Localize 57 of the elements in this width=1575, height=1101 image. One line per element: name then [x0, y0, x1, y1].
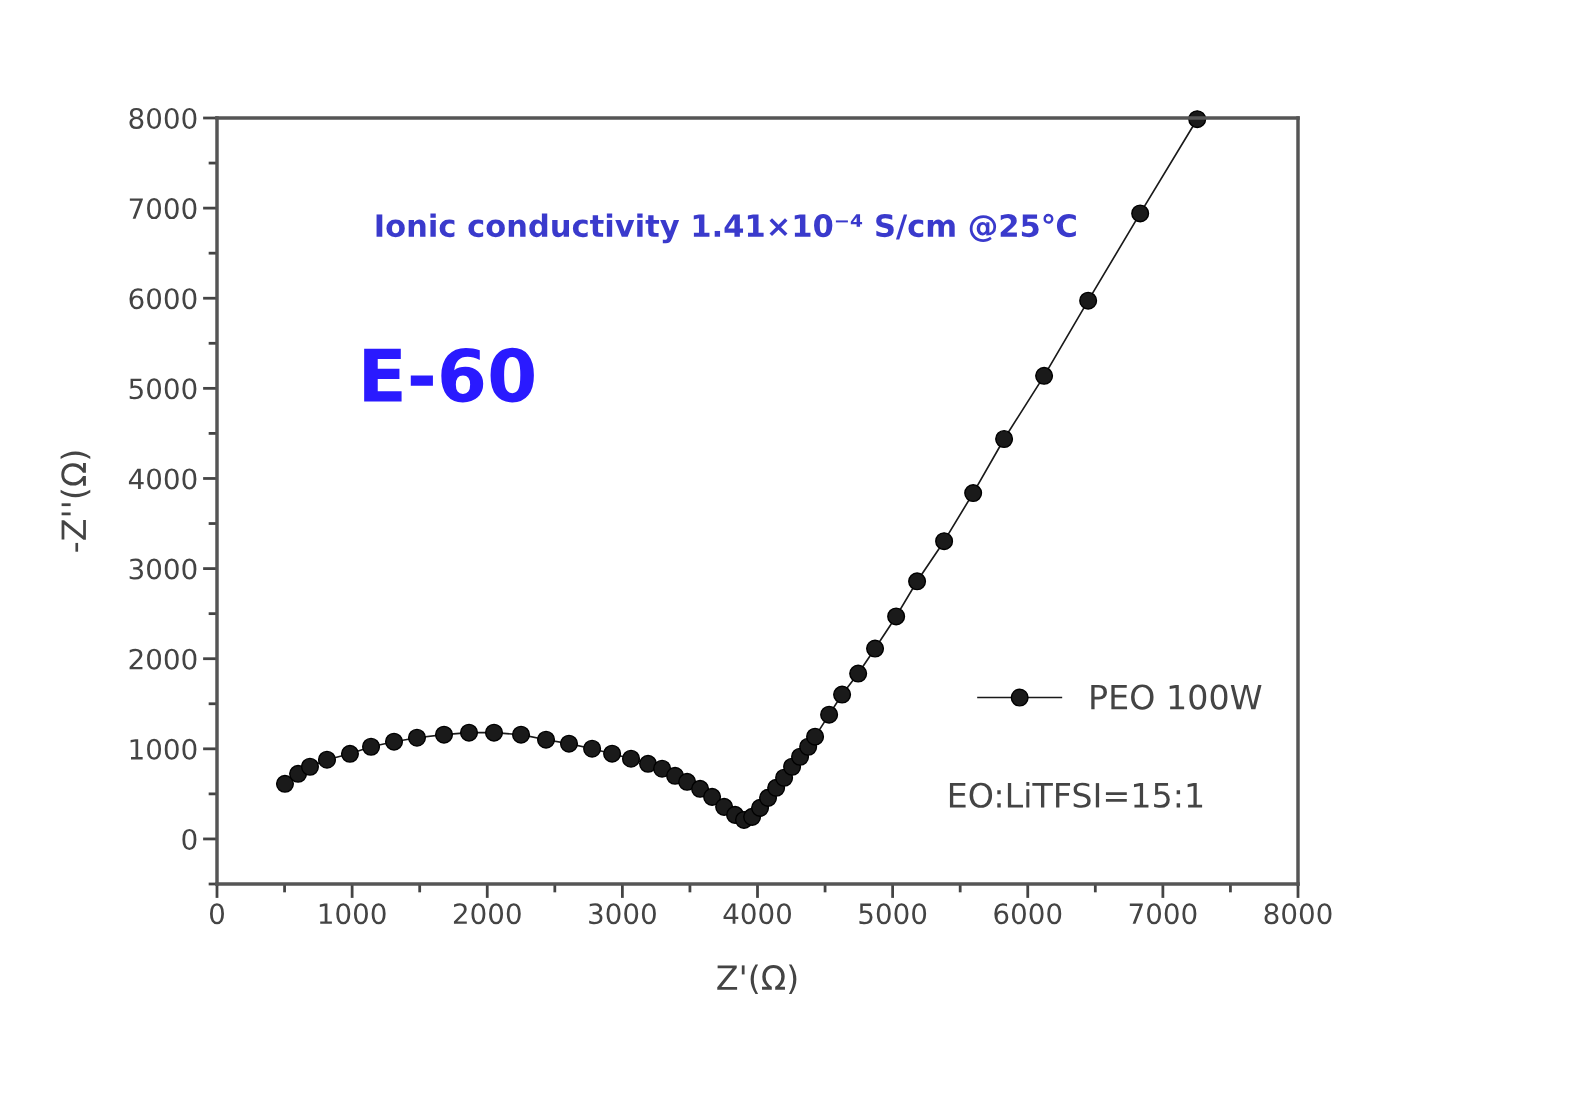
- point: [653, 759, 672, 778]
- point: [362, 737, 381, 756]
- y-tick-label: 6000: [129, 288, 197, 310]
- y-tick-label: 3000: [129, 558, 197, 580]
- point: [1079, 291, 1098, 310]
- point: [866, 639, 885, 658]
- y-axis-title: -Z''(Ω): [60, 451, 91, 552]
- point: [340, 744, 359, 763]
- point: [995, 429, 1014, 449]
- x-tick-label: 7000: [1129, 903, 1197, 925]
- legend-label: PEO 100W: [1091, 684, 1262, 710]
- point: [833, 685, 852, 704]
- point: [935, 532, 954, 551]
- point: [1035, 366, 1054, 385]
- point: [484, 723, 504, 742]
- x-axis-title: Z'(Ω): [717, 964, 797, 995]
- point: [1131, 204, 1150, 223]
- point: [639, 754, 658, 773]
- x-tick-label: 6000: [994, 903, 1062, 925]
- point: [603, 744, 622, 763]
- point: [678, 772, 697, 791]
- y-tick-label: 2000: [129, 648, 197, 670]
- annotation: EO:LiTFSI=15:1: [949, 782, 1203, 808]
- annotation: E-60: [364, 347, 534, 403]
- x-tick-label: 0: [209, 903, 224, 925]
- point: [407, 728, 427, 747]
- point: [849, 664, 868, 683]
- y-tick-label: 0: [182, 828, 197, 850]
- x-tick-label: 3000: [589, 903, 656, 925]
- point: [559, 734, 579, 753]
- point: [434, 725, 454, 744]
- point: [384, 732, 404, 751]
- point: [537, 730, 556, 749]
- point: [459, 723, 479, 742]
- point: [621, 749, 641, 768]
- x-tick-label: 5000: [859, 903, 927, 925]
- x-tick-label: 8000: [1264, 903, 1332, 925]
- annotation: Ionic conductivity 1.41×10⁻⁴ S/cm @25℃: [376, 213, 1076, 244]
- y-tick-label: 7000: [129, 198, 197, 220]
- x-tick-label: 2000: [453, 903, 521, 925]
- point: [908, 572, 927, 591]
- point: [887, 607, 906, 626]
- point: [703, 787, 722, 806]
- point: [820, 705, 839, 724]
- x-tick-label: 4000: [723, 903, 791, 925]
- y-tick-label: 4000: [128, 468, 197, 490]
- y-tick-label: 5000: [129, 378, 197, 400]
- point: [300, 757, 319, 776]
- point: [317, 750, 337, 769]
- point: [275, 774, 294, 793]
- y-tick-label: 1000: [130, 738, 197, 760]
- point: [806, 727, 825, 746]
- x-tick-label: 1000: [319, 903, 386, 925]
- point: [583, 739, 602, 758]
- point: [964, 484, 983, 503]
- point: [512, 725, 531, 744]
- y-tick-label: 8000: [129, 107, 197, 129]
